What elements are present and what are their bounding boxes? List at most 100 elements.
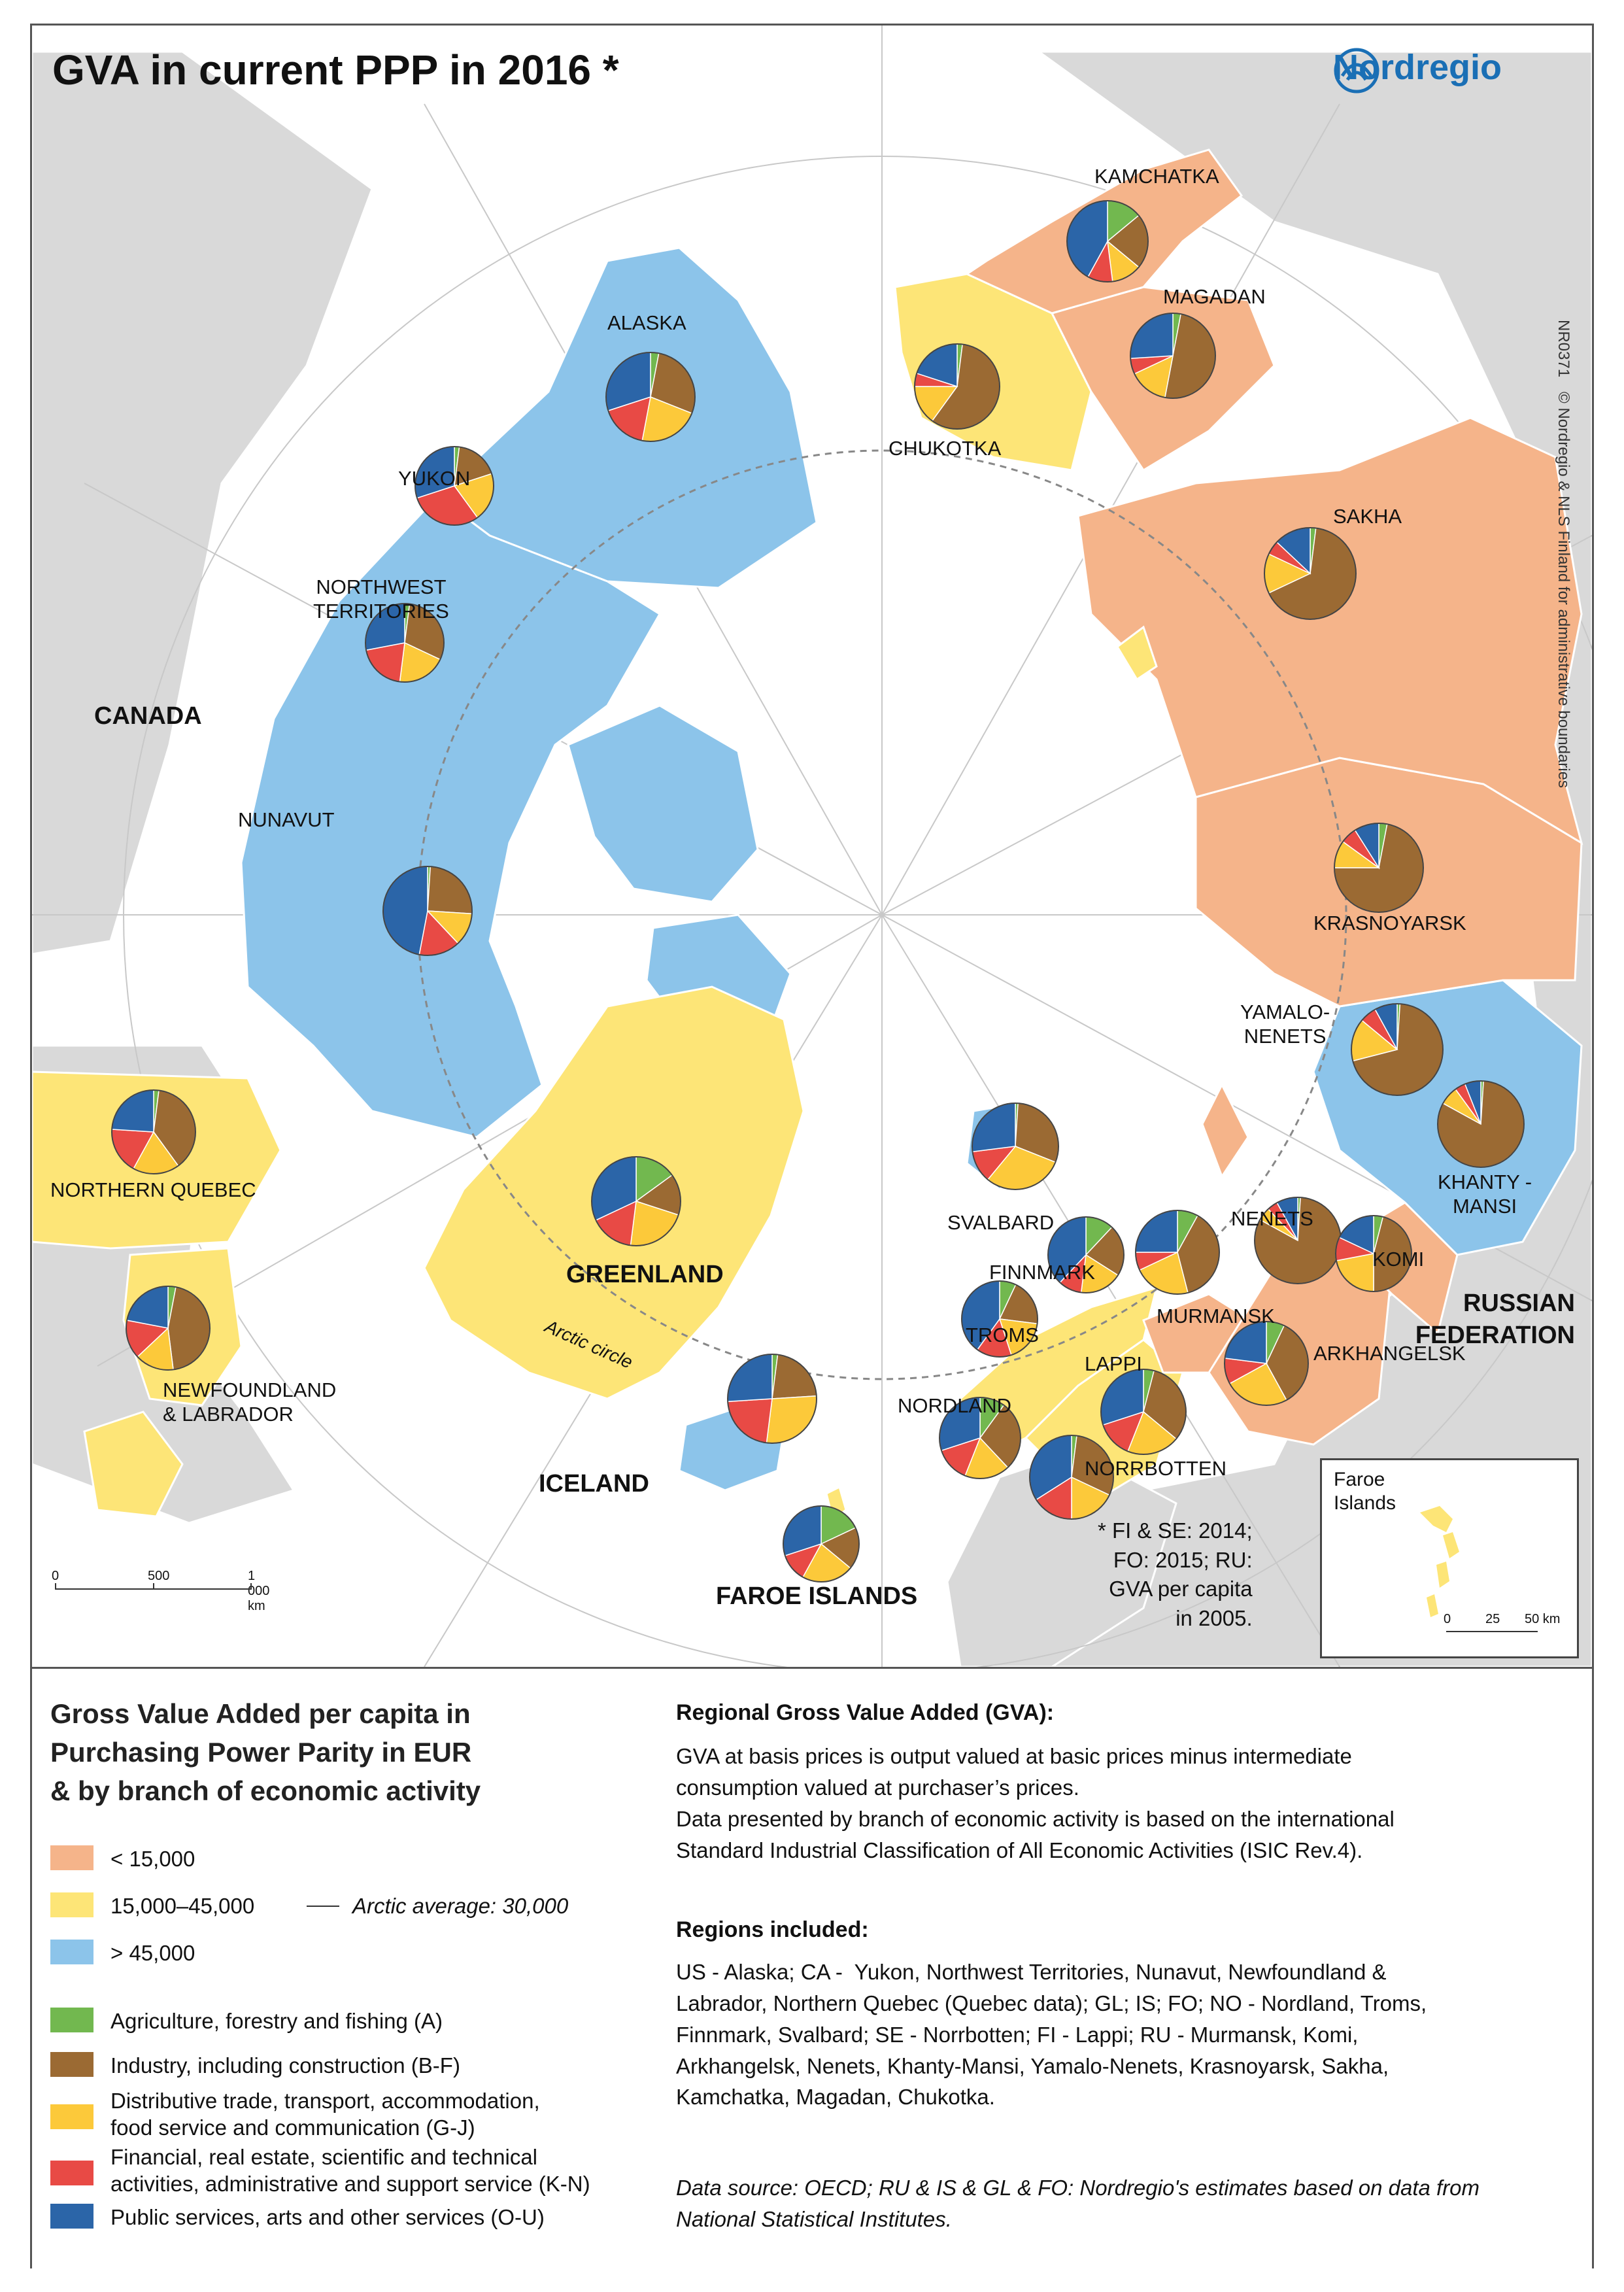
- inset-title: Faroe Islands: [1334, 1469, 1396, 1514]
- label-northern-quebec: NORTHERN QUEBEC: [50, 1178, 256, 1201]
- scale-bar: 0 500 1 000 km: [52, 1569, 280, 1613]
- pie-outline-chukotka: [914, 343, 1000, 430]
- pie-nunavut: [382, 866, 473, 956]
- region-arctic-islands: [567, 704, 759, 903]
- pie-outline-krasnoyarsk: [1334, 823, 1424, 913]
- label-sakha: SAKHA: [1333, 505, 1402, 528]
- pie-greenland: [591, 1156, 681, 1246]
- pie-troms: [961, 1280, 1038, 1358]
- legend-swatch-gj: [50, 2104, 93, 2129]
- label-murmansk: MURMANSK: [1157, 1305, 1275, 1327]
- pie-arkhangelsk: [1224, 1321, 1309, 1406]
- legend-panel: Gross Value Added per capita in Purchasi…: [32, 1667, 1592, 2268]
- map-canvas: [32, 26, 1592, 1667]
- pie-lappi: [1100, 1369, 1187, 1455]
- inset-scale-0: 0: [1444, 1612, 1451, 1626]
- label-nordland: NORDLAND: [898, 1394, 1011, 1417]
- pie-outline-magadan: [1130, 313, 1216, 399]
- arctic-average-line: [307, 1906, 339, 1907]
- legend-branch-bf: Industry, including construction (B-F): [110, 2053, 460, 2078]
- legend-branch-ou: Public services, arts and other services…: [110, 2205, 545, 2229]
- nordregio-logo: Nordregio: [1333, 47, 1502, 94]
- region-sakha: [1077, 417, 1583, 846]
- pie-outline-nordland: [939, 1397, 1021, 1479]
- pie-slice-iceland-ou: [727, 1354, 773, 1403]
- pie-outline-faroe-islands: [783, 1505, 860, 1582]
- pie-nordland: [939, 1397, 1021, 1479]
- arctic-circle: [416, 449, 1347, 1380]
- pie-sakha: [1264, 527, 1357, 620]
- pie-faroe-islands: [783, 1505, 860, 1582]
- pie-charts: [111, 200, 1525, 1582]
- label-magadan: MAGADAN: [1163, 285, 1266, 308]
- pie-slice-iceland-gj: [766, 1395, 817, 1444]
- legend-swatch-gt45: [50, 1940, 93, 1964]
- pie-krasnoyarsk: [1334, 823, 1424, 913]
- pie-outline-troms: [961, 1280, 1038, 1358]
- pie-outline-norrbotten: [1029, 1435, 1114, 1520]
- legend-arctic-average: Arctic average: 30,000: [352, 1894, 569, 1918]
- pie-outline-kamchatka: [1066, 200, 1149, 282]
- inset-scale-50: 50 km: [1525, 1612, 1561, 1626]
- pie-kamchatka: [1066, 200, 1149, 282]
- scale-label-1000: 1 000 km: [248, 1569, 270, 1613]
- scale-label-500: 500: [148, 1569, 170, 1583]
- pie-outline-yukon: [414, 446, 494, 526]
- pie-svalbard: [972, 1103, 1059, 1190]
- label-khanty-mansi: KHANTY - MANSI: [1438, 1171, 1532, 1218]
- label-norrbotten: NORRBOTTEN: [1085, 1457, 1226, 1480]
- label-newfoundland-labrador: NEWFOUNDLAND & LABRADOR: [163, 1378, 337, 1426]
- gva-heading: Regional Gross Value Added (GVA):: [676, 1700, 1055, 1725]
- pie-outline-arkhangelsk: [1224, 1321, 1309, 1406]
- pie-norrbotten: [1029, 1435, 1114, 1520]
- pie-outline-svalbard: [972, 1103, 1059, 1190]
- region-polygons: [32, 148, 1583, 1522]
- inset-scale-25: 25: [1485, 1612, 1500, 1626]
- pie-yukon: [414, 446, 494, 526]
- label-troms: TROMS: [966, 1324, 1039, 1346]
- legend-branch-a: Agriculture, forestry and fishing (A): [110, 2009, 443, 2033]
- legend-swatch-lt15: [50, 1845, 93, 1870]
- pie-finnmark: [1047, 1216, 1125, 1293]
- pie-outline-alaska: [605, 352, 696, 442]
- regions-heading: Regions included:: [676, 1917, 869, 1942]
- legend-swatch-kn: [50, 2161, 93, 2185]
- pie-magadan: [1130, 313, 1216, 399]
- pie-outline-khanty-mansi: [1437, 1080, 1525, 1168]
- pie-outline-newfoundland-labrador: [126, 1286, 211, 1371]
- pie-outline-lappi: [1100, 1369, 1187, 1455]
- label-nunavut: NUNAVUT: [238, 808, 335, 831]
- pie-outline-komi: [1335, 1215, 1412, 1292]
- pie-nenets: [1254, 1197, 1342, 1284]
- label-faroe-islands: FAROE ISLANDS: [716, 1582, 918, 1610]
- legend-branch-kn: Financial, real estate, scientific and t…: [110, 2145, 590, 2197]
- legend-title: Gross Value Added per capita in Purchasi…: [50, 1698, 481, 1806]
- pie-outline-iceland: [727, 1354, 817, 1444]
- label-svalbard: SVALBARD: [947, 1211, 1055, 1234]
- pie-outline-yamalo-nenets: [1351, 1003, 1444, 1096]
- footnote: * FI & SE: 2014; FO: 2015; RU: GVA per c…: [1098, 1518, 1253, 1630]
- scale-label-0: 0: [52, 1569, 59, 1583]
- legend-branch-gj: Distributive trade, transport, accommoda…: [110, 2089, 540, 2140]
- inset-map: [1420, 1506, 1538, 1632]
- map-title: GVA in current PPP in 2016 *: [52, 46, 619, 94]
- gva-text: GVA at basis prices is output valued at …: [676, 1744, 1395, 1862]
- regions-text: US - Alaska; CA - Yukon, Northwest Terri…: [676, 1960, 1427, 2110]
- data-source: Data source: OECD; RU & IS & GL & FO: No…: [676, 2176, 1480, 2231]
- faroe-inset: Faroe Islands 0 25 50 km: [1320, 1458, 1579, 1658]
- pie-outline-murmansk: [1135, 1210, 1220, 1295]
- label-krasnoyarsk: KRASNOYARSK: [1313, 912, 1466, 934]
- legend-swatch-bf: [50, 2052, 93, 2077]
- label-northwest-territories: NORTHWEST TERRITORIES: [313, 575, 449, 623]
- label-komi: KOMI: [1372, 1248, 1425, 1271]
- map-area: GVA in current PPP in 2016 * Nordregio N…: [32, 26, 1592, 1667]
- map-id: NR0371: [1555, 320, 1572, 378]
- legend-swatch-a: [50, 2008, 93, 2032]
- legend-swatch-mid: [50, 1892, 93, 1917]
- legend-class-lt15: < 15,000: [110, 1847, 195, 1871]
- label-iceland: ICELAND: [539, 1470, 649, 1497]
- pie-chukotka: [914, 343, 1000, 430]
- pie-northwest-territories: [365, 603, 445, 683]
- label-kamchatka: KAMCHATKA: [1094, 165, 1219, 188]
- label-greenland: GREENLAND: [566, 1261, 724, 1288]
